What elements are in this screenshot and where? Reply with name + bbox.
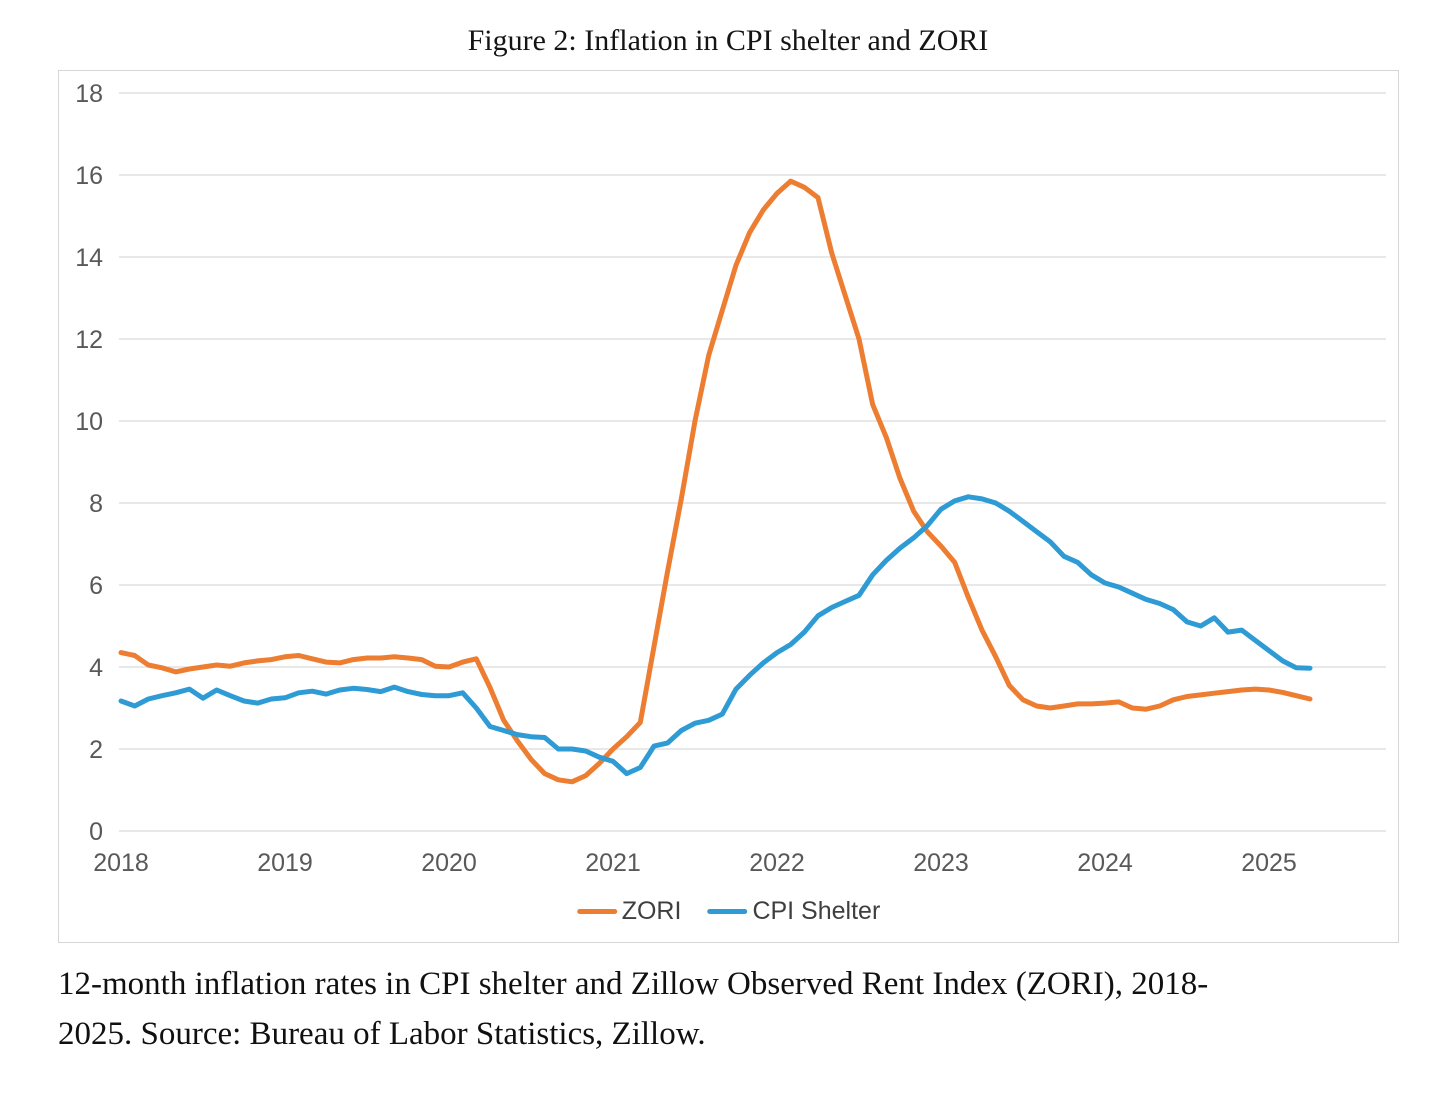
legend-label-zori: ZORI [621,897,682,925]
zori-line-swatch [576,909,617,914]
svg-text:12: 12 [75,326,103,354]
svg-text:16: 16 [75,162,103,190]
svg-text:8: 8 [89,490,103,518]
svg-text:2021: 2021 [585,849,641,877]
svg-text:2018: 2018 [93,849,149,877]
svg-text:2023: 2023 [913,849,969,877]
figure-caption: 12-month inflation rates in CPI shelter … [58,959,1398,1059]
chart-legend: ZORI CPI Shelter [576,897,880,926]
svg-text:2019: 2019 [257,849,313,877]
svg-text:10: 10 [75,408,103,436]
caption-line-2: 2025. Source: Bureau of Labor Statistics… [58,1016,706,1053]
line-chart: 0 2 4 6 8 10 12 14 16 18 2018 2019 2020 2021 2022 2023 2… [75,80,1386,877]
cpi-shelter-line-swatch [707,909,748,914]
figure-title: Figure 2: Inflation in CPI shelter and Z… [467,24,989,57]
legend-item-zori: ZORI [576,897,682,926]
svg-text:18: 18 [75,80,103,108]
chart-area: 0 2 4 6 8 10 12 14 16 18 2018 2019 2020 2021 2022 2023 2… [58,70,1399,943]
svg-text:0: 0 [89,818,103,846]
svg-text:2: 2 [89,736,103,764]
svg-text:4: 4 [89,654,103,682]
svg-text:2025: 2025 [1241,849,1297,877]
svg-text:14: 14 [75,244,103,272]
svg-text:2022: 2022 [749,849,805,877]
legend-label-cpi-shelter: CPI Shelter [752,897,881,925]
svg-text:2024: 2024 [1077,849,1133,877]
svg-text:2020: 2020 [421,849,477,877]
legend-item-cpi-shelter: CPI Shelter [707,897,880,926]
caption-line-1: 12-month inflation rates in CPI shelter … [58,966,1209,1002]
svg-text:6: 6 [89,572,103,600]
